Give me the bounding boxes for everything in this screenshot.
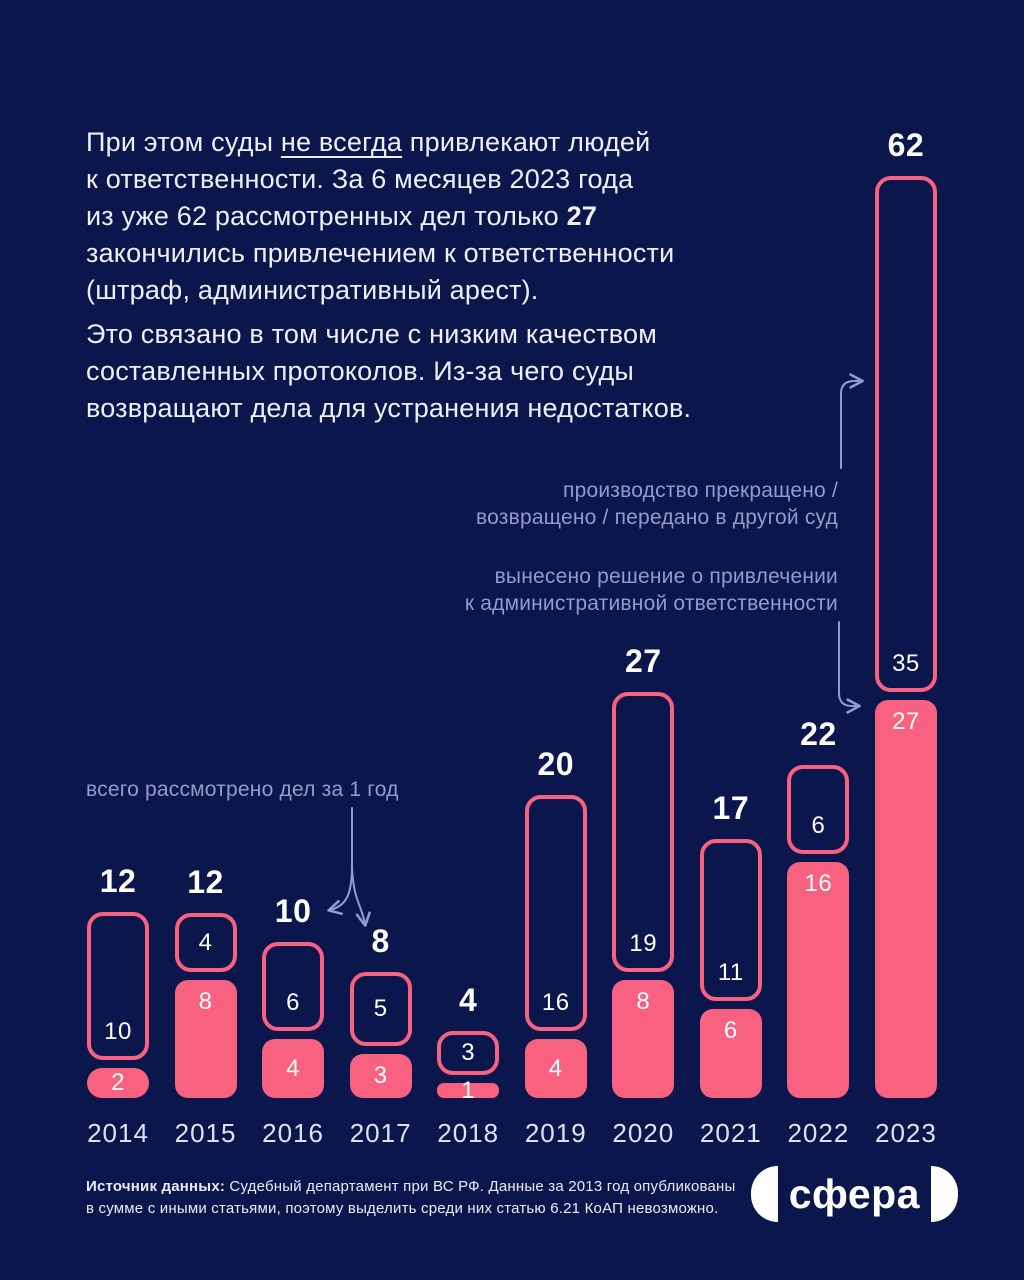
- bar-filled-segment: 4: [524, 1039, 587, 1098]
- bar-total-value: 4: [459, 982, 478, 1018]
- logo-text: сфера: [788, 1171, 920, 1217]
- intro-line: к ответственности. За 6 месяцев 2023 год…: [86, 164, 634, 194]
- bold-number: 27: [566, 201, 598, 231]
- segment-value: 16: [804, 870, 833, 897]
- bar-total-value: 12: [99, 863, 137, 899]
- bar-filled-segment: 16: [787, 862, 850, 1098]
- legend-label-line: производство прекращено /: [563, 479, 838, 502]
- bar-total-value: 10: [274, 893, 312, 929]
- segment-value: 35: [892, 650, 920, 677]
- segment-value: 8: [636, 988, 651, 1015]
- source-line: Источник данных: Судебный департамент пр…: [86, 1178, 736, 1195]
- segment-value: 4: [198, 928, 213, 956]
- segment-value: 27: [892, 708, 920, 735]
- year-label: 2015: [174, 1118, 237, 1148]
- bar-total-value: 8: [371, 923, 390, 959]
- bar-total-value: 17: [712, 790, 750, 826]
- intro-line: составленных протоколов. Из-за чего суды: [86, 356, 635, 386]
- legend-label-line: вынесено решение о привлечении: [494, 565, 838, 588]
- year-label: 2014: [87, 1118, 149, 1148]
- bar-filled-segment: 2: [87, 1068, 149, 1098]
- bar-filled-segment: 27: [874, 700, 937, 1098]
- bar-outline-segment: 10: [87, 912, 149, 1060]
- intro-line: (штраф, административный арест).: [86, 275, 539, 305]
- bar-outline-segment: 11: [699, 839, 762, 1001]
- bar-column: 62 35 27 2023: [874, 127, 938, 1148]
- segment-value: 19: [629, 930, 658, 957]
- segment-value: 4: [286, 1054, 301, 1082]
- segment-value: 3: [461, 1039, 476, 1066]
- intro-line: из уже 62 рассмотренных дел только 27: [86, 201, 598, 231]
- intro-paragraph-1: При этом суды не всегда привлекают людей…: [86, 124, 674, 309]
- segment-value: 3: [373, 1062, 388, 1089]
- year-label: 2021: [699, 1118, 762, 1148]
- bar-outline-segment: 19: [612, 692, 675, 972]
- intro-paragraph-2: Это связано в том числе с низким качеств…: [86, 316, 691, 427]
- bar-column: 27 19 8 2020: [611, 643, 675, 1148]
- segment-value: 6: [811, 812, 826, 839]
- underlined-phrase: не всегда: [280, 127, 403, 157]
- bar-filled-segment: 1: [437, 1076, 500, 1104]
- bar-total-value: 62: [887, 127, 925, 163]
- intro-line: возвращают дела для устранения недостатк…: [86, 393, 692, 423]
- year-label: 2017: [349, 1118, 412, 1148]
- bar-chart: 12 10 2 2014 12 4 8 2015 10 6 4 2016 8 5 3 2017 4 3 1 2018 2…: [86, 127, 938, 1148]
- segment-value: 11: [717, 959, 744, 986]
- bar-total-value: 12: [187, 864, 224, 900]
- legend-label-total-cases: всего рассмотрено дел за 1 год: [86, 776, 399, 803]
- segment-value: 4: [548, 1054, 563, 1082]
- segment-value: 6: [723, 1017, 738, 1044]
- bar-column: 8 5 3 2017: [349, 923, 413, 1148]
- segment-value: 10: [104, 1018, 132, 1045]
- bar-outline-segment: 3: [437, 1031, 500, 1075]
- bar-column: 17 11 6 2021: [699, 790, 763, 1148]
- bar-total-value: 27: [624, 643, 662, 679]
- segment-value: 8: [198, 988, 213, 1015]
- bar-outline-segment: 5: [349, 972, 412, 1046]
- segment-value: 16: [541, 989, 570, 1016]
- bar-outline-segment: 16: [524, 795, 587, 1031]
- bar-filled-segment: 8: [612, 980, 675, 1098]
- bar-column: 12 10 2 2014: [86, 863, 150, 1148]
- year-label: 2022: [787, 1118, 850, 1148]
- segment-value: 6: [286, 989, 301, 1016]
- bar-column: 20 16 4 2019: [524, 746, 588, 1148]
- legend-label-line: возвращено / передано в другой суд: [476, 506, 838, 529]
- legend-label-dismissed: производство прекращено / возвращено / п…: [476, 477, 838, 531]
- year-label: 2016: [262, 1118, 325, 1148]
- bar-column: 22 6 16 2022: [786, 716, 850, 1148]
- bar-outline-segment: 35: [874, 176, 937, 692]
- legend-label-line: всего рассмотрено дел за 1 год: [86, 778, 399, 801]
- bar-total-value: 20: [537, 746, 575, 782]
- bar-outline-segment: 6: [262, 942, 325, 1031]
- segment-value: 5: [373, 995, 388, 1022]
- logo-left-halfdisc-icon: [750, 1166, 778, 1222]
- bar-total-value: 22: [800, 716, 837, 752]
- legend-label-line: к административной ответственности: [464, 592, 838, 615]
- sfera-logo: сфера: [750, 1166, 958, 1222]
- bar-filled-segment: 6: [699, 1009, 762, 1098]
- intro-line: При этом суды не всегда привлекают людей: [86, 127, 651, 157]
- year-label: 2019: [524, 1118, 587, 1148]
- source-line: в сумме с иными статьями, поэтому выдели…: [86, 1200, 719, 1217]
- intro-line: закончились привлечением к ответственнос…: [86, 238, 675, 268]
- data-source-note: Источник данных: Судебный департамент пр…: [86, 1176, 736, 1220]
- segment-value: 2: [111, 1069, 125, 1096]
- bar-column: 4 3 1 2018: [436, 982, 500, 1148]
- bar-filled-segment: 4: [262, 1039, 325, 1098]
- legend-label-decided: вынесено решение о привлечении к админис…: [465, 563, 838, 617]
- bar-column: 10 6 4 2016: [261, 893, 325, 1148]
- bar-column: 12 4 8 2015: [174, 864, 238, 1148]
- bar-outline-segment: 6: [787, 765, 850, 854]
- year-label: 2018: [437, 1118, 500, 1148]
- segment-value: 1: [461, 1076, 476, 1104]
- year-label: 2023: [875, 1118, 937, 1148]
- year-label: 2020: [612, 1118, 675, 1148]
- source-label: Источник данных:: [86, 1178, 226, 1195]
- bar-filled-segment: 3: [349, 1054, 412, 1098]
- bar-filled-segment: 8: [174, 980, 237, 1098]
- intro-line: Это связано в том числе с низким качеств…: [86, 319, 658, 349]
- bar-outline-segment: 4: [174, 913, 237, 972]
- logo-right-halfdisc-icon: [931, 1166, 958, 1222]
